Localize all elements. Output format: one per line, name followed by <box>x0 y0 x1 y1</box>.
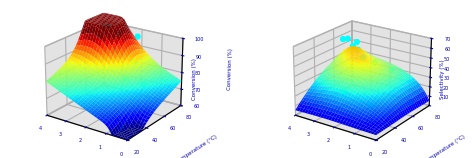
Text: Selectivity (%): Selectivity (%) <box>440 59 445 99</box>
Y-axis label: Reaction temperature (°C): Reaction temperature (°C) <box>403 134 466 158</box>
Text: Conversion (%): Conversion (%) <box>191 58 197 100</box>
Y-axis label: Reaction temperature (°C): Reaction temperature (°C) <box>154 134 218 158</box>
